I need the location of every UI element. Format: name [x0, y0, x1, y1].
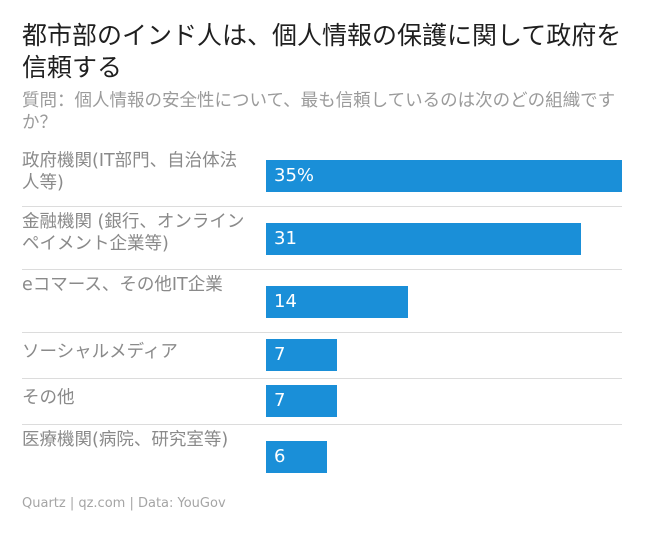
bar-value-label: 14: [274, 291, 297, 312]
bar: 7: [266, 385, 337, 417]
row-divider: [22, 378, 622, 379]
category-label: 医療機関(病院、研究室等): [22, 430, 229, 450]
row-divider: [22, 424, 622, 425]
category-label: ソーシャルメディア: [22, 342, 178, 362]
row-divider: [22, 206, 622, 207]
row-divider: [22, 269, 622, 270]
bar: 7: [266, 339, 337, 371]
bar: 6: [266, 441, 327, 473]
bar-value-label: 7: [274, 344, 286, 365]
bar-value-label: 31: [274, 228, 297, 249]
chart-title: 都市部のインド人は、個人情報の保護に関して政府を信頼する: [22, 21, 622, 82]
bar-value-label: 6: [274, 446, 286, 467]
bar-value-label: 7: [274, 390, 286, 411]
chart-subtitle: 質問：個人情報の安全性について、最も信頼しているのは次のどの組織ですか？: [22, 91, 616, 133]
category-label: 政府機関(IT部門、自治体法人等): [22, 151, 238, 193]
bar: 31: [266, 223, 581, 255]
category-label: eコマース、その他IT企業: [22, 275, 223, 295]
category-label: その他: [22, 388, 75, 408]
bar-value-label: 35%: [274, 165, 315, 186]
category-label: 金融機関 (銀行、オンラインペイメント企業等): [22, 212, 245, 254]
bar: 14: [266, 286, 408, 318]
bar: 35%: [266, 160, 622, 192]
source-footer: Quartz | qz.com | Data: YouGov: [22, 496, 226, 511]
row-divider: [22, 332, 622, 333]
